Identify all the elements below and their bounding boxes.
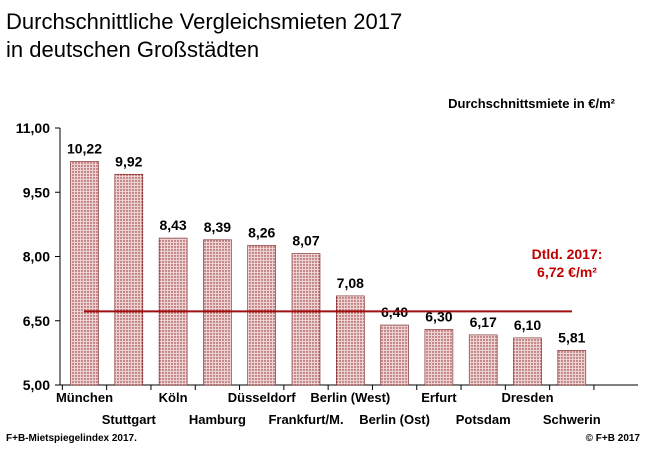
category-label: München: [56, 390, 113, 405]
reference-group: Dtld. 2017: 6,72 €/m²: [84, 246, 603, 313]
bar-value-label: 6,10: [514, 317, 541, 333]
reference-label-line2: 6,72 €/m²: [537, 264, 597, 280]
category-label: Köln: [159, 390, 188, 405]
chart-title-line1: Durchschnittliche Vergleichsmieten 2017: [6, 9, 403, 34]
bar: [335, 295, 365, 386]
reference-label-line1: Dtld. 2017:: [532, 246, 603, 262]
bar-value-label: 8,07: [292, 233, 319, 249]
bar: [513, 337, 542, 386]
bar-value-label: 10,22: [67, 140, 102, 156]
bars: 10,22 München 9,92 Stuttgart 8,43 Köln 8,39 Ham…: [56, 140, 601, 427]
y-tick-label: 11,00: [16, 120, 50, 136]
category-label: Hamburg: [189, 412, 246, 427]
bar: [203, 239, 232, 386]
category-label: Potsdam: [456, 412, 511, 427]
y-tick-label: 8,00: [23, 249, 50, 265]
bar-value-label: 6,17: [470, 314, 497, 330]
unit-label: Durchschnittsmiete in €/m²: [448, 96, 616, 111]
footer-source: F+B-Mietspiegelindex 2017.: [6, 433, 137, 444]
bar: [114, 173, 144, 386]
category-label: Berlin (West): [310, 390, 390, 405]
bar-value-label: 8,26: [248, 224, 275, 240]
y-tick-label: 5,00: [23, 377, 50, 393]
bar: [291, 253, 321, 386]
category-label: Frankfurt/M.: [268, 412, 343, 427]
y-tick-label: 9,50: [23, 184, 50, 200]
bar: [557, 350, 587, 386]
axes: 5,00 6,50 8,00 9,50 11,00: [16, 120, 638, 393]
y-tick-label: 6,50: [23, 313, 50, 329]
chart-title-line2: in deutschen Großstädten: [6, 37, 260, 62]
category-label: Stuttgart: [102, 412, 157, 427]
footer-copyright: © F+B 2017: [585, 433, 640, 444]
bar-value-label: 5,81: [558, 329, 585, 345]
category-label: Erfurt: [421, 390, 457, 405]
bar: [70, 161, 99, 386]
bar-value-label: 8,43: [159, 217, 186, 233]
bar: [247, 245, 276, 386]
category-label: Schwerin: [543, 412, 601, 427]
bar: [380, 324, 409, 386]
bar-value-label: 9,92: [115, 153, 142, 169]
category-label: Düsseldorf: [228, 390, 297, 405]
bar: [424, 329, 454, 386]
bar: [468, 334, 498, 386]
bar-value-label: 7,08: [337, 275, 364, 291]
chart-title: Durchschnittliche Vergleichsmieten 2017 …: [6, 8, 402, 64]
bar-value-label: 8,39: [204, 219, 231, 235]
category-label: Berlin (Ost): [359, 412, 430, 427]
category-label: Dresden: [501, 390, 553, 405]
